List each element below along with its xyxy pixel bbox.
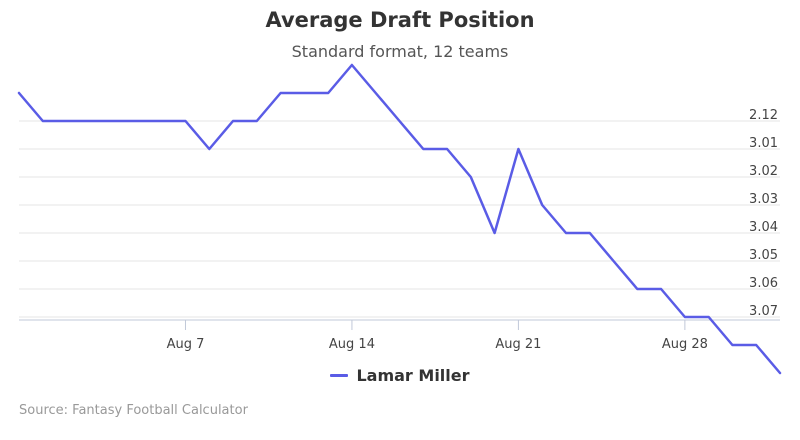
grid-lines (19, 120, 780, 318)
x-tick-label: Aug 21 (495, 337, 541, 352)
y-tick-label: 3.03 (749, 192, 778, 207)
y-tick-label: 3.06 (749, 276, 778, 291)
source-credit: Source: Fantasy Football Calculator (19, 403, 248, 418)
y-tick-label: 3.07 (749, 304, 778, 319)
y-axis-labels: 2.12 3.01 3.02 3.03 3.04 3.05 3.06 3.07 (749, 108, 778, 319)
y-tick-label: 2.12 (749, 108, 778, 123)
x-axis: Aug 7 Aug 14 Aug 21 Aug 28 (19, 319, 780, 352)
x-tick-label: Aug 14 (329, 337, 375, 352)
y-tick-label: 3.05 (749, 248, 778, 263)
series-lines (17, 63, 782, 375)
series-line-lamar-miller (17, 63, 782, 375)
x-tick-label: Aug 28 (662, 337, 708, 352)
x-tick-label: Aug 7 (167, 337, 205, 352)
y-tick-label: 3.01 (749, 136, 778, 151)
y-tick-label: 3.04 (749, 220, 778, 235)
legend-label-series: Lamar Miller (356, 366, 470, 385)
chart-title: Average Draft Position (265, 8, 535, 32)
y-tick-label: 3.02 (749, 164, 778, 179)
chart-subtitle: Standard format, 12 teams (291, 42, 509, 61)
legend[interactable]: Lamar Miller (0, 366, 800, 385)
legend-swatch (330, 374, 349, 377)
